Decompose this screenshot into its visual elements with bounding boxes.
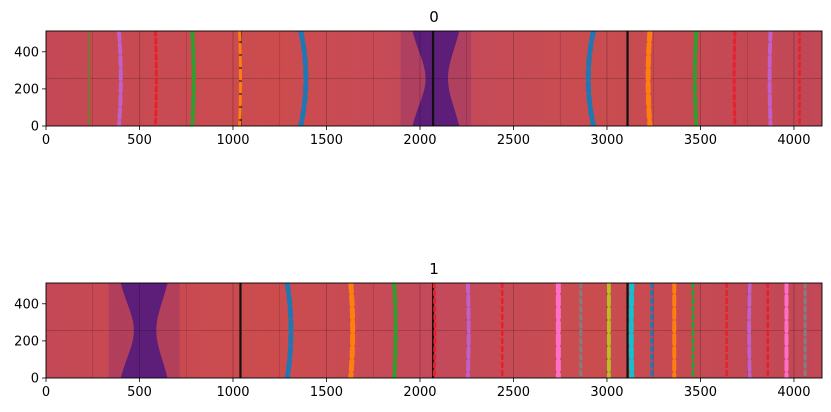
- curve-line: [238, 31, 242, 126]
- x-tick-label: 1500: [310, 133, 343, 148]
- curve-line: [767, 31, 773, 126]
- x-tick-label: 2000: [403, 133, 436, 148]
- dark-band: [412, 31, 460, 126]
- x-tick-label: 4000: [777, 133, 810, 148]
- plot-area: [46, 283, 822, 378]
- axes-frame: [45, 282, 823, 379]
- curve-line: [747, 283, 752, 378]
- plot-area: [46, 31, 822, 126]
- x-tick-label: 1000: [216, 385, 249, 400]
- x-tick-label: 500: [127, 385, 152, 400]
- x-tick-label: 2500: [497, 133, 530, 148]
- x-tick-label: 1500: [310, 385, 343, 400]
- y-tick-label: 400: [14, 45, 39, 60]
- x-tick-label: 2500: [497, 385, 530, 400]
- y-tick-label: 200: [14, 82, 39, 97]
- y-tick-label: 0: [31, 120, 39, 135]
- curve-line: [348, 283, 356, 378]
- x-tick-label: 3000: [590, 385, 623, 400]
- y-tick-label: 200: [14, 334, 39, 349]
- y-tick-label: 0: [31, 372, 39, 387]
- x-tick-label: 2000: [403, 385, 436, 400]
- axes-frame: [45, 30, 823, 127]
- x-tick-label: 0: [42, 133, 50, 148]
- curve-line: [116, 31, 123, 126]
- curve-line: [392, 283, 398, 378]
- x-tick-label: 3500: [684, 133, 717, 148]
- curve-line: [645, 31, 653, 126]
- curve-line: [190, 31, 196, 126]
- panel-title: 1: [429, 260, 439, 278]
- x-tick-label: 0: [42, 385, 50, 400]
- x-tick-label: 3000: [590, 133, 623, 148]
- panel-title: 0: [429, 8, 439, 26]
- curve-line: [692, 31, 699, 126]
- panel-1: 0 500 1000 1500 2000 2500 3000 3500 4000 0 200 400 1: [14, 260, 823, 400]
- curve-line: [732, 31, 737, 126]
- curve-line: [432, 283, 437, 378]
- dark-band: [120, 283, 168, 378]
- curve-line: [585, 31, 597, 126]
- x-tick-label: 1000: [216, 133, 249, 148]
- curve-line: [628, 283, 635, 378]
- curve-line: [284, 283, 294, 378]
- curve-line: [153, 31, 158, 126]
- x-tick-label: 500: [127, 133, 152, 148]
- curve-line: [465, 283, 471, 378]
- curve-line: [298, 31, 309, 126]
- x-tick-label: 4000: [777, 385, 810, 400]
- y-tick-label: 400: [14, 297, 39, 312]
- x-tick-label: 3500: [684, 385, 717, 400]
